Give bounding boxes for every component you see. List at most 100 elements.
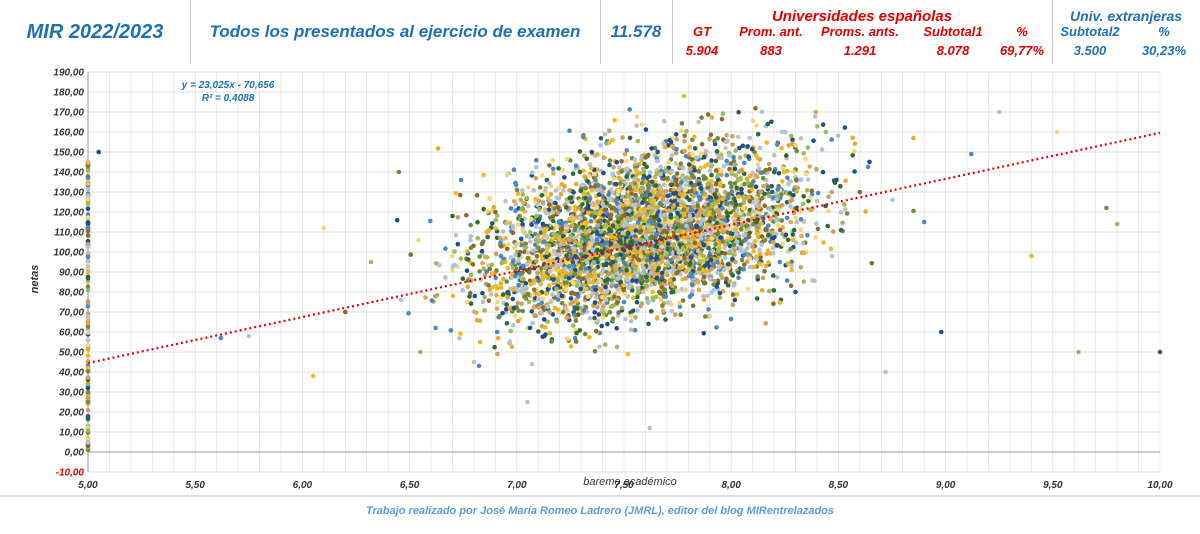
data-point: [643, 192, 649, 198]
data-point: [701, 331, 707, 336]
data-point: [586, 173, 592, 178]
data-point: [468, 245, 474, 251]
data-point: [608, 261, 613, 266]
data-point: [794, 219, 800, 225]
data-point: [838, 183, 843, 189]
data-point: [702, 280, 708, 286]
data-point: [513, 182, 519, 188]
data-point: [733, 259, 738, 265]
data-point: [771, 301, 776, 306]
data-point: [750, 118, 756, 124]
data-point: [85, 175, 91, 181]
data-point: [624, 148, 630, 153]
data-point: [564, 280, 569, 285]
data-point: [678, 312, 683, 317]
data-point: [626, 285, 632, 291]
data-point: [546, 258, 551, 264]
data-point: [646, 321, 651, 327]
data-point: [428, 218, 433, 224]
data-point: [614, 344, 620, 350]
data-point: [857, 189, 863, 195]
data-point: [620, 230, 625, 236]
y-tick-label: 0,00: [65, 448, 85, 459]
data-point: [543, 185, 549, 191]
data-point: [687, 145, 692, 150]
data-point: [711, 262, 716, 267]
data-point: [568, 195, 574, 200]
data-point: [863, 209, 868, 214]
data-point: [621, 283, 626, 288]
data-point: [621, 287, 626, 293]
data-point: [772, 235, 777, 240]
data-point: [794, 148, 799, 154]
data-point: [748, 264, 753, 270]
data-point: [648, 226, 653, 232]
data-point: [566, 275, 572, 281]
data-point: [808, 195, 813, 200]
data-point: [757, 261, 762, 267]
data-point: [477, 254, 483, 259]
data-point: [652, 145, 658, 151]
y-tick-label: 110,00: [54, 228, 84, 239]
data-point: [753, 173, 758, 178]
data-point: [610, 171, 615, 177]
data-point: [457, 336, 462, 341]
data-point: [573, 318, 579, 323]
data-point: [321, 225, 327, 231]
data-point: [680, 166, 686, 171]
data-point: [756, 166, 762, 171]
data-point: [621, 260, 627, 266]
data-point: [709, 203, 715, 209]
data-point: [475, 236, 481, 241]
foreign-col-label: %: [1158, 23, 1170, 39]
data-point: [657, 290, 663, 296]
data-point: [493, 226, 499, 231]
data-point: [544, 291, 549, 297]
data-point: [567, 188, 572, 193]
data-point: [758, 255, 763, 260]
data-point: [594, 205, 600, 210]
data-point: [715, 259, 720, 265]
data-point: [729, 169, 735, 174]
data-point: [509, 344, 515, 350]
data-point: [747, 135, 752, 141]
data-point: [735, 134, 741, 140]
data-point: [682, 255, 687, 261]
data-point: [707, 313, 713, 319]
data-point: [702, 212, 708, 217]
data-point: [570, 218, 576, 224]
data-point: [525, 256, 530, 261]
data-point: [477, 269, 482, 274]
data-point: [623, 219, 628, 225]
data-point: [606, 192, 611, 198]
data-point: [770, 229, 775, 235]
data-point: [526, 270, 532, 275]
data-point: [600, 201, 606, 207]
data-point: [520, 227, 526, 233]
data-point: [517, 271, 522, 276]
data-point: [85, 197, 91, 202]
data-point: [618, 209, 624, 215]
data-point: [649, 255, 654, 260]
data-point: [851, 148, 857, 154]
data-point: [494, 268, 499, 273]
data-point: [564, 287, 569, 292]
data-point: [539, 193, 545, 198]
data-point: [479, 248, 485, 254]
data-point: [538, 281, 544, 287]
data-point: [481, 266, 487, 271]
data-point: [618, 240, 624, 245]
data-point: [504, 172, 510, 178]
data-point: [493, 217, 499, 223]
data-point: [819, 147, 825, 152]
data-point: [701, 293, 706, 299]
data-point: [805, 177, 811, 182]
spanish-col-value: 8.078: [936, 42, 970, 58]
data-point: [710, 187, 716, 192]
data-point: [568, 233, 573, 239]
data-point: [720, 196, 725, 201]
data-point: [522, 294, 527, 299]
data-point: [798, 265, 804, 270]
data-point: [85, 201, 91, 207]
y-tick-label: 150,00: [53, 148, 84, 159]
